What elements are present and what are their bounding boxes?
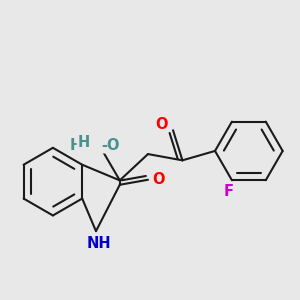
Text: NH: NH [87,236,111,251]
Text: H: H [70,138,82,153]
Text: H: H [77,135,90,150]
Text: -O: -O [101,138,119,153]
Text: O: O [155,116,168,131]
Text: F: F [224,184,234,199]
Text: O: O [152,172,165,187]
